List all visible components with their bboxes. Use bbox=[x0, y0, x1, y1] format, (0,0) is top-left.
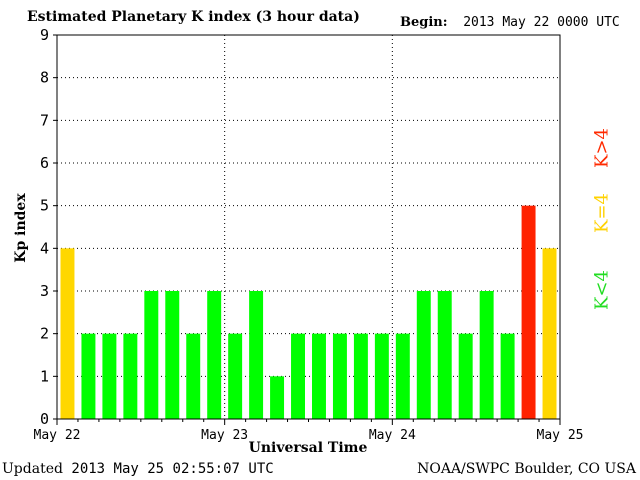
kp-bar bbox=[207, 291, 222, 419]
kp-bar bbox=[144, 291, 159, 419]
kp-bar bbox=[437, 291, 452, 419]
kp-bar bbox=[186, 333, 201, 419]
y-tick-label: 2 bbox=[40, 325, 49, 343]
legend-mid: K=4 bbox=[591, 193, 613, 233]
kp-bar bbox=[270, 376, 285, 419]
kp-bar bbox=[500, 333, 515, 419]
credit-text: NOAA/SWPC Boulder, CO USA bbox=[417, 461, 636, 477]
y-axis-label: Kp index bbox=[13, 193, 29, 263]
y-tick-label: 3 bbox=[40, 282, 49, 300]
begin-label: Begin: bbox=[400, 15, 448, 30]
y-tick-label: 6 bbox=[40, 154, 49, 172]
chart-title: Estimated Planetary K index (3 hour data… bbox=[27, 9, 360, 25]
y-tick-label: 5 bbox=[40, 197, 49, 215]
begin-info: Begin: 2013 May 22 0000 UTC bbox=[400, 16, 620, 30]
x-tick-label: May 25 bbox=[537, 428, 584, 443]
kp-bar bbox=[81, 333, 96, 419]
kp-bar bbox=[123, 333, 138, 419]
x-tick-label: May 24 bbox=[369, 428, 416, 443]
kp-bar bbox=[291, 333, 305, 419]
updated-value: 2013 May 25 02:55:07 UTC bbox=[71, 461, 274, 477]
legend-low: K<4 bbox=[591, 270, 613, 310]
kp-bar bbox=[249, 291, 264, 419]
kp-bar bbox=[395, 333, 410, 419]
y-tick-label: 7 bbox=[40, 111, 49, 129]
kp-bar bbox=[102, 333, 117, 419]
y-tick-label: 0 bbox=[40, 410, 49, 428]
kp-bar bbox=[479, 291, 494, 419]
y-tick-label: 1 bbox=[40, 367, 49, 385]
x-tick-label: May 22 bbox=[34, 428, 81, 443]
kp-bar bbox=[165, 291, 180, 419]
kp-bar bbox=[416, 291, 431, 419]
kp-bar bbox=[458, 333, 473, 419]
kp-bar bbox=[521, 205, 536, 419]
kp-bar bbox=[228, 333, 243, 419]
kp-bar bbox=[60, 248, 75, 419]
begin-value: 2013 May 22 0000 UTC bbox=[463, 15, 620, 30]
y-tick-label: 4 bbox=[40, 239, 49, 257]
legend-high: K>4 bbox=[591, 128, 613, 168]
x-axis-label: Universal Time bbox=[248, 440, 368, 456]
x-tick-label: May 23 bbox=[201, 428, 248, 443]
updated-info: Updated 2013 May 25 02:55:07 UTC bbox=[2, 462, 274, 476]
kp-bar bbox=[332, 333, 347, 419]
kp-bar bbox=[312, 333, 326, 419]
y-tick-label: 9 bbox=[40, 26, 49, 44]
y-tick-label: 8 bbox=[40, 69, 49, 87]
kp-bar bbox=[374, 333, 389, 419]
kp-bar bbox=[542, 248, 557, 419]
kp-bar bbox=[353, 333, 368, 419]
updated-label: Updated bbox=[2, 461, 63, 477]
